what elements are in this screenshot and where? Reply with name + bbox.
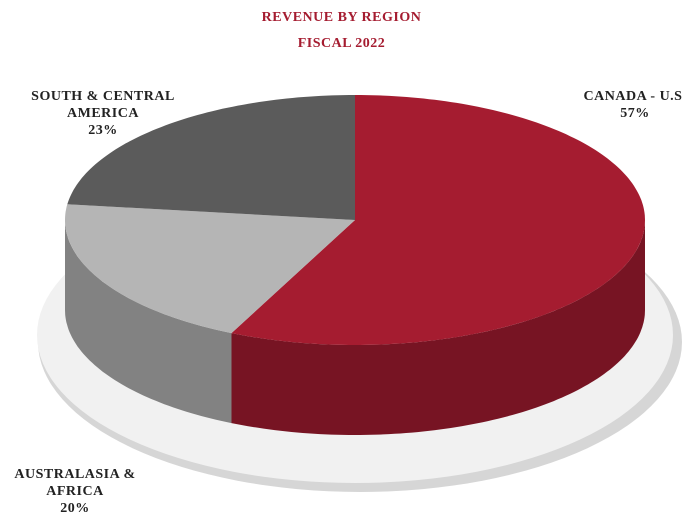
slice-side [65, 220, 232, 424]
category-label: CANADA - U.S. [583, 89, 683, 104]
slice-label: CANADA - U.S. 57% [575, 88, 683, 122]
value-label: 57% [620, 106, 650, 121]
pie-slice [65, 204, 355, 334]
value-label: 23% [88, 123, 118, 138]
chart-title: REVENUE BY REGION [261, 10, 422, 25]
pie-slice [67, 95, 356, 220]
slice-label: AUSTRALASIA & AFRICA 20% [10, 466, 140, 517]
category-label: SOUTH & CENTRAL AMERICA [31, 89, 175, 121]
value-label: 20% [60, 501, 90, 516]
pie-slice [231, 95, 645, 345]
slice-label: SOUTH & CENTRAL AMERICA 23% [18, 88, 188, 139]
category-label: AUSTRALASIA & AFRICA [14, 467, 136, 499]
slice-side [231, 220, 645, 435]
chart-subtitle: FISCAL 2022 [297, 36, 386, 51]
